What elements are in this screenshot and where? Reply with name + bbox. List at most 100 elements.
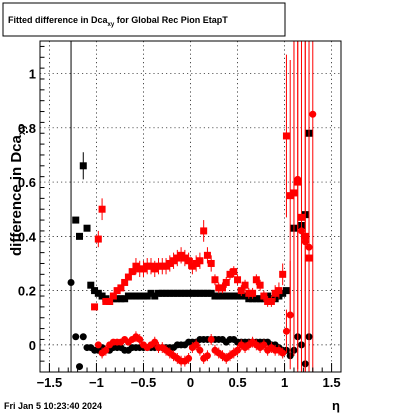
y-tick-label: 0: [29, 338, 36, 353]
data-point-square: [151, 292, 159, 300]
data-point-square: [113, 287, 121, 295]
data-point-square: [185, 289, 193, 297]
data-point-square: [124, 292, 132, 300]
data-point-square: [192, 289, 200, 297]
data-point-square: [128, 292, 136, 300]
axis-layer: −1.5 −1 −0.5 0 0.5 1 1.5 0 0.2 0.4 0.6 0.8 1: [18, 40, 342, 390]
data-point-circle: [234, 346, 242, 354]
title-text: Fitted difference in Dcaxy for Global Re…: [8, 15, 228, 28]
title-rest: for Global Rec Pion EtapT: [114, 15, 228, 25]
data-point-circle: [185, 354, 193, 362]
data-point-square: [237, 287, 245, 295]
data-point-square: [136, 265, 144, 273]
x-axis-title: η: [332, 398, 340, 413]
data-point-square: [94, 289, 102, 297]
data-point-square: [181, 254, 189, 262]
data-point-circle: [282, 327, 290, 335]
data-point-square: [177, 251, 185, 259]
x-tick-label: 0: [187, 375, 194, 390]
data-point-square: [286, 192, 294, 200]
data-point-square: [132, 262, 140, 270]
data-point-square: [256, 281, 264, 289]
data-point-square: [139, 292, 147, 300]
data-point-square: [252, 276, 260, 284]
data-point-square: [113, 295, 121, 303]
y-tick-label: 0.2: [18, 284, 36, 299]
data-point-circle: [151, 338, 159, 346]
data-point-circle: [94, 341, 102, 349]
data-point-square: [102, 297, 110, 305]
data-point-circle: [79, 333, 87, 341]
chart-title: Fitted difference in Dcaxy for Global Re…: [2, 2, 286, 37]
data-point-square: [264, 297, 272, 305]
data-point-square: [79, 162, 87, 170]
data-point-square: [282, 132, 290, 140]
data-point-square: [76, 232, 84, 240]
data-point-circle: [286, 311, 294, 319]
data-point-square: [139, 265, 147, 273]
data-point-square: [234, 276, 242, 284]
data-point-square: [170, 257, 178, 265]
data-point-circle: [76, 363, 84, 371]
x-tick-label: −0.5: [131, 375, 157, 390]
data-point-square: [200, 227, 208, 235]
data-point-square: [200, 289, 208, 297]
data-point-square: [121, 278, 129, 286]
data-point-square: [98, 292, 106, 300]
data-point-square: [170, 289, 178, 297]
data-point-square: [211, 292, 219, 300]
data-point-square: [271, 289, 279, 297]
data-point-square: [249, 289, 257, 297]
data-point-square: [241, 292, 249, 300]
y-tick-label: 0.4: [18, 229, 37, 244]
data-point-square: [132, 292, 140, 300]
series-0: [72, 129, 313, 305]
title-box: [2, 2, 286, 37]
data-point-square: [188, 262, 196, 270]
data-point-square: [87, 281, 95, 289]
data-point-square: [230, 292, 238, 300]
data-point-circle: [102, 346, 110, 354]
data-point-square: [215, 284, 223, 292]
data-point-square: [226, 292, 234, 300]
data-point-square: [279, 289, 287, 297]
y-tick-label: 1: [29, 67, 36, 82]
data-point-circle: [203, 352, 211, 360]
data-point-square: [279, 270, 287, 278]
data-point-square: [121, 295, 129, 303]
y-axis-title-main: difference in Dca: [8, 134, 25, 256]
data-point-square: [241, 281, 249, 289]
data-point-square: [117, 284, 125, 292]
data-point-square: [173, 254, 181, 262]
data-point-circle: [297, 227, 305, 235]
x-tick-label: −1: [89, 375, 104, 390]
data-point-square: [222, 278, 230, 286]
data-point-circle: [305, 243, 313, 251]
data-point-circle: [309, 110, 317, 118]
data-point-square: [162, 289, 170, 297]
data-point-circle: [290, 189, 298, 197]
series-2: [91, 41, 313, 372]
data-point-circle: [192, 341, 200, 349]
data-point-square: [275, 287, 283, 295]
data-point-circle: [196, 346, 204, 354]
data-point-square: [143, 292, 151, 300]
data-point-square: [218, 292, 226, 300]
data-point-square: [181, 289, 189, 297]
data-point-square: [143, 262, 151, 270]
data-point-square: [117, 295, 125, 303]
y-axis-title-subscript: xy: [17, 124, 28, 136]
data-point-square: [207, 259, 215, 267]
data-point-square: [151, 265, 159, 273]
data-point-square: [128, 268, 136, 276]
data-point-square: [106, 297, 114, 305]
data-point-square: [147, 262, 155, 270]
data-point-square: [109, 292, 117, 300]
x-tick-label: −1.5: [37, 375, 63, 390]
series-3: [94, 41, 317, 372]
data-point-square: [94, 235, 102, 243]
data-point-circle: [207, 335, 215, 343]
data-point-square: [91, 303, 99, 311]
title-subscript: xy: [108, 22, 115, 28]
x-tick-label: 1.5: [323, 375, 341, 390]
